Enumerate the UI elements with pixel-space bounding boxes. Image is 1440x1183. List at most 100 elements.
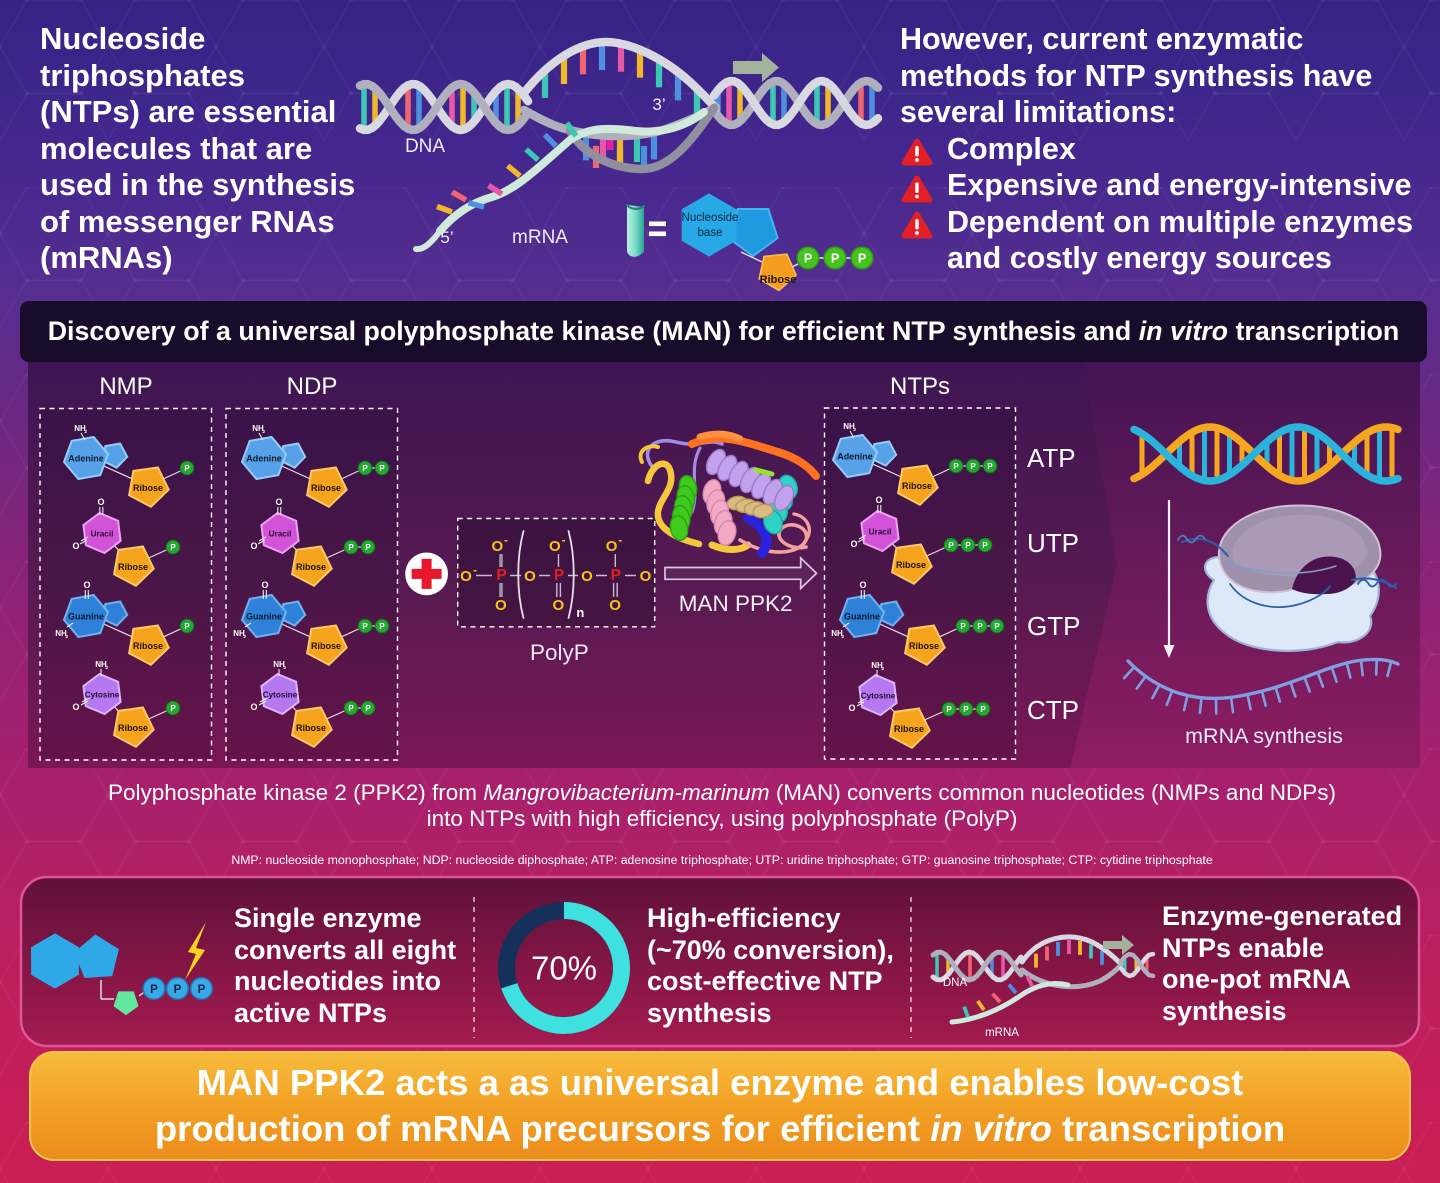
- svg-text:P: P: [496, 567, 506, 584]
- svg-text:mRNA synthesis: mRNA synthesis: [1185, 724, 1343, 748]
- svg-text:P: P: [987, 462, 993, 471]
- svg-text:O: O: [72, 702, 79, 712]
- svg-text:O: O: [491, 538, 503, 555]
- svg-text:Ribose: Ribose: [311, 483, 341, 493]
- svg-text:O: O: [495, 597, 507, 614]
- svg-text:P: P: [804, 252, 812, 266]
- svg-text:NDP: NDP: [287, 373, 338, 400]
- svg-text:NH: NH: [843, 422, 855, 431]
- svg-text:NH: NH: [233, 629, 245, 638]
- svg-text:O: O: [848, 703, 855, 713]
- svg-text:P: P: [170, 543, 176, 552]
- svg-text:O: O: [275, 497, 282, 507]
- svg-text:O: O: [850, 539, 857, 549]
- svg-text:P: P: [184, 622, 190, 631]
- svg-text:Ribose: Ribose: [133, 483, 163, 493]
- svg-text:P: P: [379, 622, 385, 631]
- svg-text:Ribose: Ribose: [894, 724, 924, 734]
- svg-text:O: O: [549, 538, 561, 555]
- svg-text:P: P: [953, 462, 959, 471]
- svg-text:P: P: [362, 622, 368, 631]
- svg-text:NTPs: NTPs: [890, 373, 950, 400]
- svg-text:-: -: [473, 563, 477, 577]
- svg-text:P: P: [960, 622, 966, 631]
- svg-text:O: O: [460, 568, 472, 585]
- svg-text:O: O: [875, 495, 882, 505]
- svg-text:Adenine: Adenine: [246, 454, 282, 464]
- svg-text:NH: NH: [273, 660, 285, 669]
- svg-text:O: O: [250, 702, 257, 712]
- svg-text:O: O: [859, 580, 866, 590]
- svg-text:70%: 70%: [531, 950, 597, 987]
- svg-text:mRNA: mRNA: [512, 227, 568, 248]
- svg-text:P: P: [174, 984, 182, 996]
- svg-text:Adenine: Adenine: [837, 452, 873, 462]
- svg-text:P: P: [858, 252, 866, 266]
- svg-text:Ribose: Ribose: [311, 641, 341, 651]
- svg-text:3’: 3’: [652, 95, 665, 114]
- svg-text:O: O: [640, 568, 652, 585]
- svg-text:Ribose: Ribose: [118, 562, 148, 572]
- svg-text:mRNA: mRNA: [985, 1027, 1019, 1039]
- svg-text:P: P: [348, 543, 354, 552]
- svg-text:P: P: [982, 541, 988, 550]
- svg-text:P: P: [963, 705, 969, 714]
- svg-text:P: P: [365, 543, 371, 552]
- svg-text:2: 2: [84, 429, 87, 435]
- svg-text:P: P: [970, 462, 976, 471]
- svg-text:UTP: UTP: [1027, 528, 1079, 558]
- svg-text:P: P: [362, 464, 368, 473]
- svg-text:NH: NH: [831, 629, 843, 638]
- svg-text:O: O: [261, 580, 268, 590]
- svg-text:O: O: [606, 538, 618, 555]
- svg-text:P: P: [994, 622, 1000, 631]
- svg-text:Uracil: Uracil: [269, 530, 292, 539]
- svg-text:Ribose: Ribose: [296, 723, 326, 733]
- svg-text:2: 2: [65, 634, 68, 640]
- svg-text:O: O: [83, 580, 90, 590]
- svg-text:O: O: [524, 568, 536, 585]
- svg-text:2: 2: [283, 665, 286, 671]
- svg-text:O: O: [250, 541, 257, 551]
- svg-text:P: P: [831, 252, 839, 266]
- svg-text:-: -: [618, 533, 622, 547]
- svg-text:MAN PPK2: MAN PPK2: [679, 591, 793, 616]
- svg-text:P: P: [348, 704, 354, 713]
- svg-text:NH: NH: [252, 424, 264, 433]
- svg-text:O: O: [97, 497, 104, 507]
- svg-text:ATP: ATP: [1027, 443, 1076, 473]
- svg-text:Cytosine: Cytosine: [861, 692, 896, 701]
- svg-text:Ribose: Ribose: [118, 723, 148, 733]
- svg-text:P: P: [965, 541, 971, 550]
- svg-text:2: 2: [853, 427, 856, 433]
- svg-text:Uracil: Uracil: [91, 530, 114, 539]
- svg-text:CTP: CTP: [1027, 695, 1079, 725]
- svg-text:5’: 5’: [440, 228, 453, 247]
- svg-text:base: base: [698, 227, 723, 239]
- svg-text:DNA: DNA: [943, 977, 968, 989]
- svg-text:-: -: [504, 533, 508, 547]
- svg-text:P: P: [611, 567, 621, 584]
- svg-text:Ribose: Ribose: [902, 481, 932, 491]
- svg-text:Ribose: Ribose: [133, 641, 163, 651]
- svg-text:P: P: [198, 984, 206, 996]
- svg-text:NMP: NMP: [99, 373, 152, 400]
- svg-text:Guanine: Guanine: [68, 612, 104, 622]
- svg-text:Adenine: Adenine: [68, 454, 104, 464]
- svg-text:P: P: [946, 705, 952, 714]
- svg-text:Nucleoside: Nucleoside: [682, 212, 739, 224]
- svg-text:NH: NH: [74, 424, 86, 433]
- svg-text:Ribose: Ribose: [909, 641, 939, 651]
- svg-text:NH: NH: [55, 629, 67, 638]
- svg-text:P: P: [365, 704, 371, 713]
- svg-text:P: P: [980, 705, 986, 714]
- svg-text:P: P: [379, 464, 385, 473]
- svg-text:NH: NH: [871, 661, 883, 670]
- svg-text:O: O: [609, 597, 621, 614]
- svg-text:GTP: GTP: [1027, 611, 1080, 641]
- svg-text:Uracil: Uracil: [869, 528, 892, 537]
- svg-text:2: 2: [105, 665, 108, 671]
- svg-text:Cytosine: Cytosine: [263, 691, 298, 700]
- svg-text:DNA: DNA: [405, 136, 445, 157]
- svg-text:2: 2: [262, 429, 265, 435]
